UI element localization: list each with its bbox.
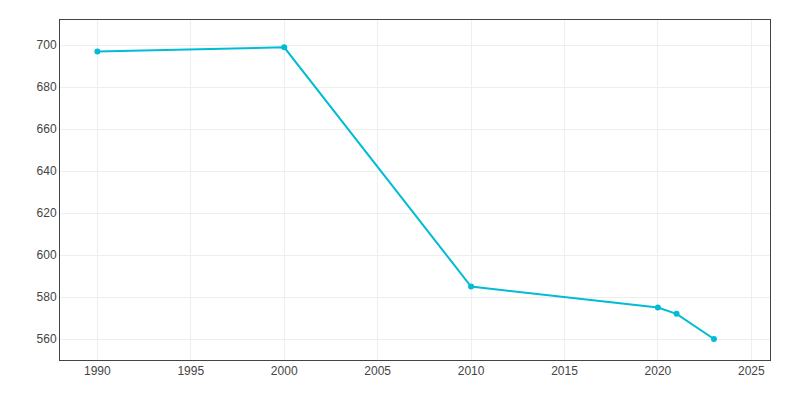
svg-text:560: 560 (37, 332, 57, 346)
svg-text:600: 600 (37, 248, 57, 262)
svg-text:2000: 2000 (271, 364, 298, 378)
svg-text:620: 620 (37, 206, 57, 220)
svg-text:2015: 2015 (551, 364, 578, 378)
svg-text:2025: 2025 (738, 364, 765, 378)
svg-text:1995: 1995 (177, 364, 204, 378)
svg-text:2020: 2020 (645, 364, 672, 378)
svg-text:640: 640 (37, 164, 57, 178)
svg-text:2005: 2005 (364, 364, 391, 378)
svg-text:1990: 1990 (84, 364, 111, 378)
svg-text:2010: 2010 (458, 364, 485, 378)
svg-text:680: 680 (37, 80, 57, 94)
svg-text:700: 700 (37, 38, 57, 52)
svg-text:580: 580 (37, 290, 57, 304)
svg-text:660: 660 (37, 122, 57, 136)
